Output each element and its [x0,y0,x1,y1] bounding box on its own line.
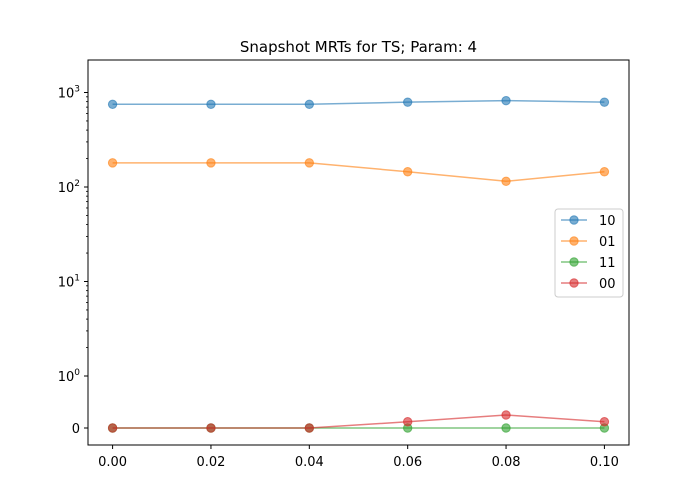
series-00-point [599,417,610,427]
series-01-point [599,167,610,177]
plot-frame [87,59,630,446]
series-10-line [112,99,605,106]
x-tick-label: 0.10 [590,455,619,470]
y-tick-label: 0 [72,422,80,437]
legend-label: 10 [599,214,616,229]
series-00-point [107,423,118,433]
chart-title: Snapshot MRTs for TS; Param: 4 [240,38,477,56]
legend-item: 10 [561,214,616,229]
series-01-line [112,162,605,183]
legend-swatch-marker [569,257,579,267]
series-01-point [107,158,118,168]
series-00-point [402,417,413,427]
series-00 [107,410,610,433]
series-10-point [107,99,118,110]
legend-item: 01 [561,235,616,250]
series-01 [107,158,610,186]
series-01-point [402,167,413,177]
legend-swatch-marker [569,215,579,225]
series-01-point [501,176,511,186]
series-00-point [304,423,315,433]
series-00-line [112,414,605,429]
y-tick-label: 100 [58,368,81,385]
legend-box [554,208,624,298]
legend-label: 11 [599,256,616,271]
legend-item: 11 [561,256,616,271]
series-10-point [599,97,610,107]
series-10-point [206,99,216,110]
legend-swatch-marker [569,236,579,246]
y-tick-label: 102 [58,179,80,196]
series-10-point [501,95,511,106]
series-10-point [402,97,413,107]
series-00-point [206,423,216,433]
legend: 10 01 11 00 [554,208,624,298]
legend-swatch-marker [569,278,579,288]
series-10 [107,95,610,110]
legend-item: 00 [561,277,616,292]
x-tick-label: 0.06 [393,455,422,470]
legend-label: 01 [599,235,616,250]
series-10-point [304,99,315,110]
x-tick-label: 0.02 [196,455,225,470]
y-tick-label: 101 [58,274,80,291]
series-01-point [206,158,216,168]
series-01-point [304,158,315,168]
series-00-point [501,410,511,420]
x-tick-label: 0.08 [492,455,521,470]
legend-label: 00 [599,277,616,292]
x-tick-label: 0.04 [295,455,324,470]
series-11-point [501,423,511,433]
x-tick-label: 0.00 [98,455,127,470]
y-tick-label: 103 [58,85,80,102]
